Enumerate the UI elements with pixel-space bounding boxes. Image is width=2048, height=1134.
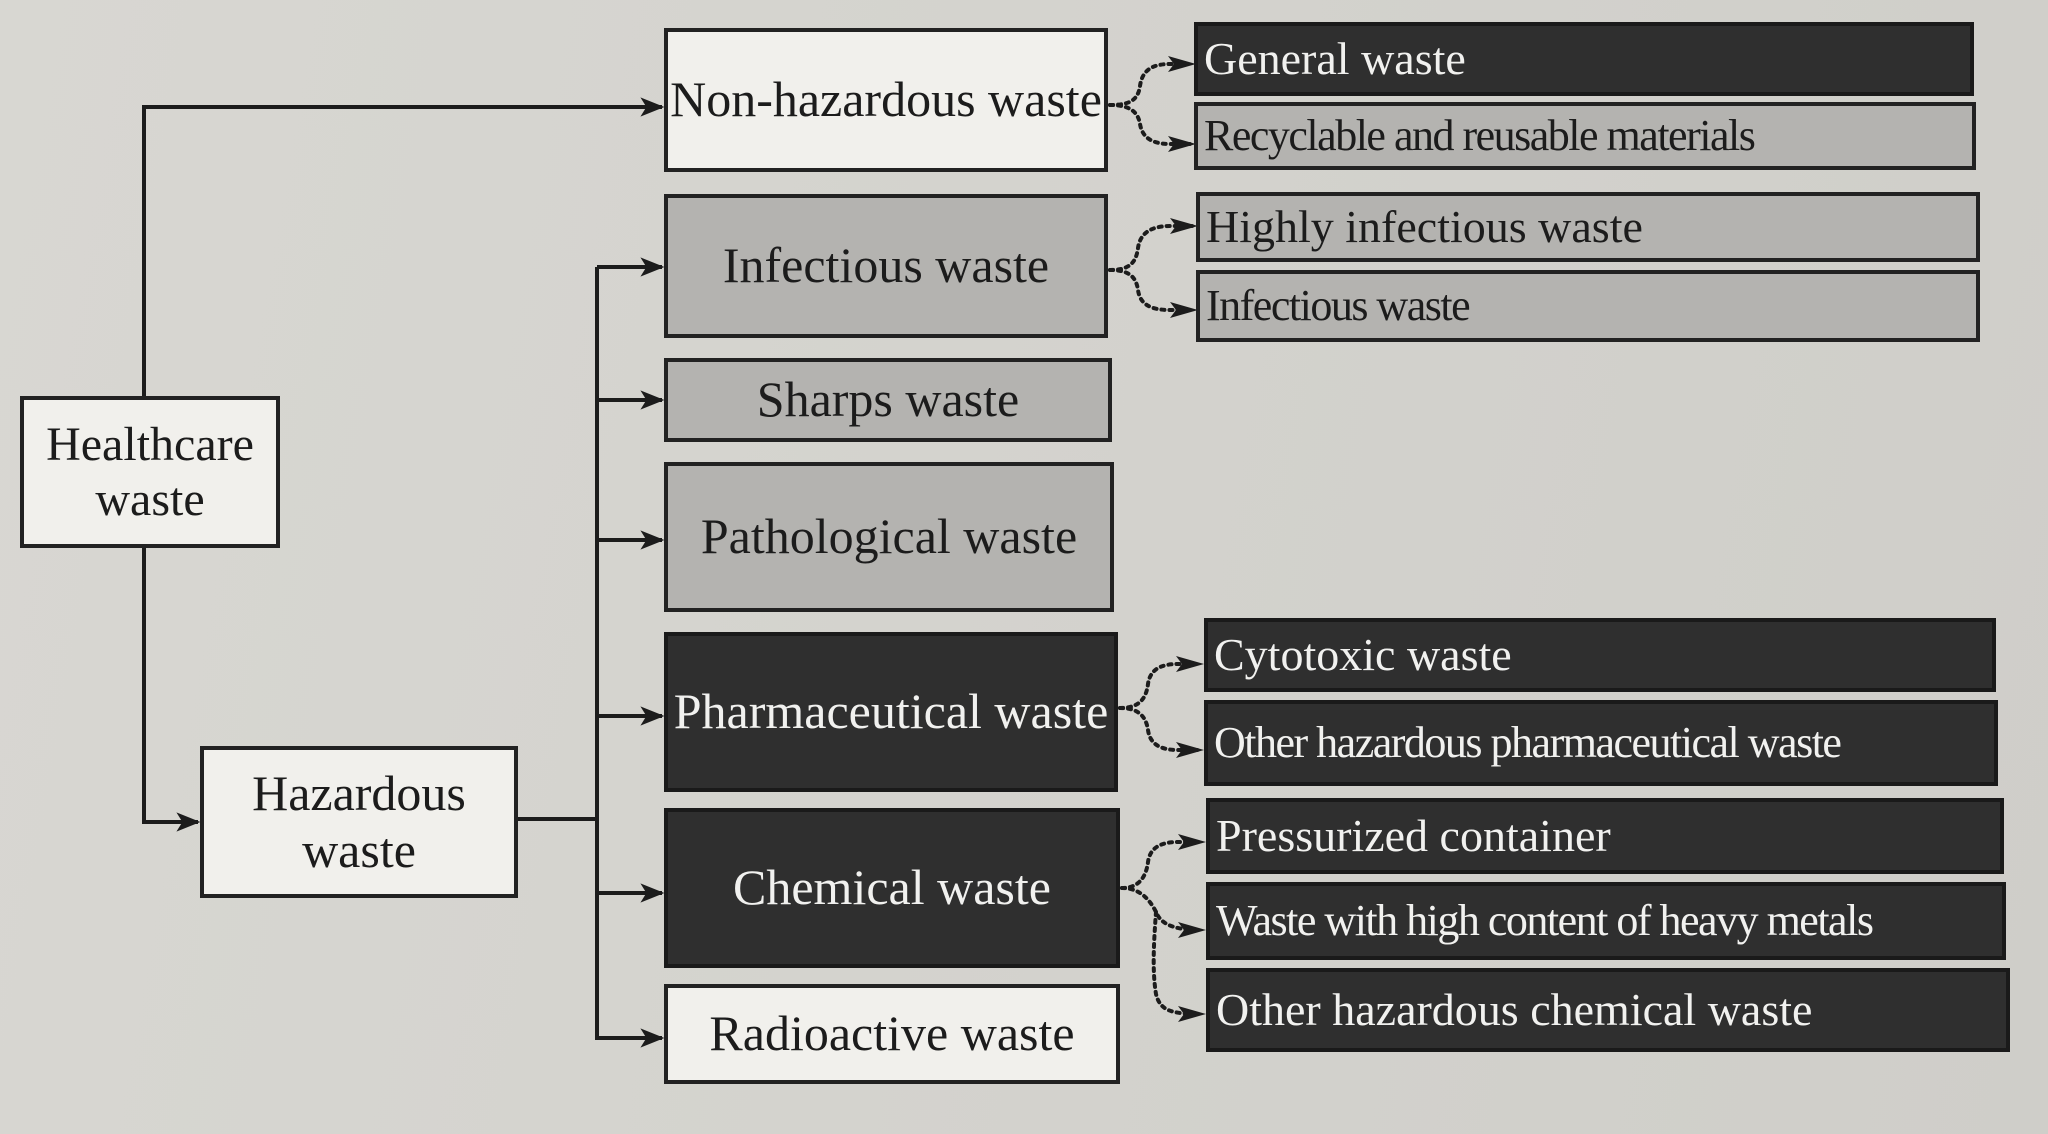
- dotted-chemical-pressurized: [1120, 840, 1202, 890]
- node-label: Pharmaceutical waste: [673, 683, 1109, 740]
- node-pathological-waste: Pathological waste: [664, 462, 1114, 612]
- subnode-other-hazardous-pharmaceutical-waste: Other hazardous pharmaceutical waste: [1204, 700, 1998, 786]
- node-chemical-waste: Chemical waste: [664, 808, 1120, 968]
- node-radioactive-waste: Radioactive waste: [664, 984, 1120, 1084]
- dotted-nonhazardous-recyclable: [1108, 103, 1192, 146]
- subnode-label: Pressurized container: [1216, 809, 1611, 861]
- dotted-infectious-highly: [1108, 224, 1194, 272]
- subnode-label: Other hazardous chemical waste: [1216, 983, 1813, 1035]
- arrowhead-other-chemical: [1178, 1006, 1206, 1022]
- subnode-cytotoxic-waste: Cytotoxic waste: [1204, 618, 1996, 692]
- node-label: Pathological waste: [700, 508, 1078, 565]
- arrowhead-pressurized: [1178, 834, 1206, 850]
- subnode-infectious-waste: Infectious waste: [1196, 270, 1980, 342]
- subnode-label: Infectious waste: [1206, 280, 1471, 330]
- arrowhead-general: [1168, 56, 1196, 72]
- subnode-heavy-metals-waste: Waste with high content of heavy metals: [1206, 882, 2006, 960]
- subnode-other-hazardous-chemical-waste: Other hazardous chemical waste: [1206, 968, 2010, 1052]
- subnode-label: Cytotoxic waste: [1214, 628, 1512, 680]
- node-label: Non-hazardous waste: [670, 71, 1102, 128]
- connector-root-to-nonhazardous: [142, 97, 665, 396]
- arrowhead-other-pharma: [1176, 742, 1204, 758]
- arrowhead-infectious: [1170, 302, 1198, 318]
- node-hazardous-waste: Hazardous waste: [200, 746, 518, 898]
- dotted-pharma-cytotoxic: [1118, 662, 1200, 710]
- subnode-label: Other hazardous pharmaceutical waste: [1214, 717, 1842, 767]
- node-label: Healthcare waste: [46, 417, 254, 526]
- subnode-label: Highly infectious waste: [1206, 200, 1643, 252]
- node-label: Chemical waste: [733, 859, 1051, 916]
- connector-root-to-hazardous: [142, 548, 201, 832]
- node-sharps-waste: Sharps waste: [664, 358, 1112, 442]
- subnode-pressurized-container: Pressurized container: [1206, 798, 2004, 874]
- arrowhead-heavymetals: [1178, 922, 1206, 938]
- node-label: Radioactive waste: [709, 1005, 1075, 1062]
- subnode-label: Recyclable and reusable materials: [1204, 110, 1756, 160]
- node-label: Sharps waste: [756, 371, 1020, 428]
- subnode-highly-infectious-waste: Highly infectious waste: [1196, 192, 1980, 262]
- arrowhead-recyclable: [1168, 136, 1196, 152]
- node-label: Infectious waste: [722, 237, 1050, 294]
- subnode-label: General waste: [1204, 32, 1466, 84]
- subnode-general-waste: General waste: [1194, 22, 1974, 96]
- node-infectious-waste: Infectious waste: [664, 194, 1108, 338]
- subnode-recyclable-materials: Recyclable and reusable materials: [1194, 102, 1976, 170]
- dotted-nonhazardous-general: [1108, 62, 1192, 107]
- dotted-pharma-other: [1118, 706, 1200, 752]
- dotted-infectious-infectious: [1108, 268, 1194, 312]
- node-label: Hazardous waste: [252, 764, 466, 879]
- node-healthcare-waste: Healthcare waste: [20, 396, 280, 548]
- subnode-label: Waste with high content of heavy metals: [1216, 895, 1874, 945]
- node-pharmaceutical-waste: Pharmaceutical waste: [664, 632, 1118, 792]
- dotted-chemical-heavymetals: [1120, 886, 1202, 932]
- dotted-chemical-other: [1151, 910, 1202, 1016]
- arrowhead-cytotoxic: [1176, 656, 1204, 672]
- node-non-hazardous-waste: Non-hazardous waste: [664, 28, 1108, 172]
- arrowhead-highly-infectious: [1170, 218, 1198, 234]
